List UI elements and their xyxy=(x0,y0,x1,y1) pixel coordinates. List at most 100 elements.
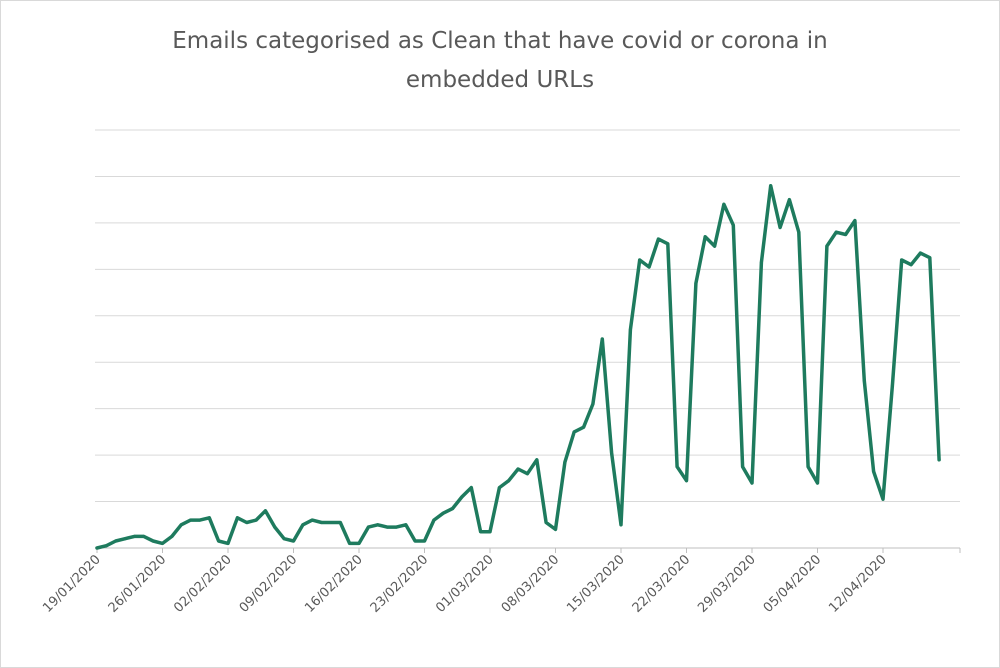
data-point xyxy=(198,518,202,522)
series-line xyxy=(95,183,941,550)
data-point xyxy=(769,184,773,188)
data-point xyxy=(582,425,586,429)
x-tick-label: 22/03/2020 xyxy=(630,552,694,616)
data-point xyxy=(348,541,352,545)
data-point xyxy=(628,328,632,332)
data-point xyxy=(132,534,136,538)
data-point xyxy=(610,451,614,455)
data-point xyxy=(245,521,249,524)
data-point xyxy=(741,465,745,469)
data-point xyxy=(189,518,193,522)
data-point xyxy=(797,230,801,234)
data-point xyxy=(179,523,183,527)
data-point xyxy=(282,537,286,541)
data-point xyxy=(572,430,576,434)
data-point xyxy=(928,256,932,260)
x-tick-labels: 19/01/2020 26/01/2020 02/02/2020 09/02/2020… xyxy=(40,552,890,616)
x-tick-label: 08/03/2020 xyxy=(499,552,563,616)
data-point xyxy=(731,223,735,227)
data-point xyxy=(95,546,99,550)
data-point xyxy=(320,521,324,524)
data-point xyxy=(263,509,267,513)
x-tick-label: 01/03/2020 xyxy=(433,552,497,616)
data-point xyxy=(535,458,539,462)
data-point xyxy=(525,472,529,476)
data-point xyxy=(104,544,108,548)
series-group xyxy=(95,183,941,550)
data-point xyxy=(937,458,941,462)
data-point xyxy=(722,202,726,206)
data-point xyxy=(292,539,295,543)
data-point xyxy=(142,534,146,538)
data-point xyxy=(694,281,698,285)
data-point xyxy=(226,541,230,545)
data-point xyxy=(479,530,483,534)
data-point xyxy=(423,539,426,543)
data-point xyxy=(516,467,520,471)
data-point xyxy=(329,521,333,524)
data-point xyxy=(918,251,922,255)
data-point xyxy=(394,525,398,529)
gridlines xyxy=(95,129,960,503)
data-point xyxy=(207,516,211,520)
data-point xyxy=(441,511,445,515)
x-tick-label: 23/02/2020 xyxy=(368,552,432,616)
data-point xyxy=(301,523,305,527)
data-point xyxy=(881,497,885,501)
data-point xyxy=(890,383,894,387)
data-point xyxy=(488,530,492,534)
data-point xyxy=(853,219,857,223)
data-point xyxy=(656,237,660,241)
x-tick-label: 09/02/2020 xyxy=(237,552,301,616)
data-point xyxy=(787,198,791,202)
data-point xyxy=(376,523,380,527)
data-point xyxy=(404,523,408,527)
chart-title-line-1: Emails categorised as Clean that have co… xyxy=(172,28,828,54)
x-tick-label: 16/02/2020 xyxy=(302,552,366,616)
data-point xyxy=(647,265,651,269)
chart-title-line-2: embedded URLs xyxy=(405,67,595,93)
data-point xyxy=(563,460,567,464)
x-tick-label: 26/01/2020 xyxy=(106,552,170,616)
data-point xyxy=(123,537,127,541)
x-tick-label: 12/04/2020 xyxy=(826,552,890,616)
x-tick-label: 19/01/2020 xyxy=(40,552,104,616)
x-tick-label: 02/02/2020 xyxy=(171,552,235,616)
data-point xyxy=(703,235,707,239)
data-point xyxy=(900,258,904,262)
data-point xyxy=(460,495,464,499)
data-point xyxy=(778,226,782,229)
data-point xyxy=(151,539,155,543)
data-point xyxy=(366,525,370,529)
data-point xyxy=(554,527,557,531)
x-tick-label: 15/03/2020 xyxy=(564,552,628,616)
data-point xyxy=(862,379,866,383)
data-point xyxy=(507,479,511,483)
data-point xyxy=(713,244,717,248)
data-point xyxy=(469,486,473,490)
data-point xyxy=(161,541,164,545)
chart-title: Emails categorised as Clean that have co… xyxy=(0,22,1000,100)
data-point xyxy=(619,523,623,527)
data-point xyxy=(451,507,455,510)
data-point xyxy=(600,337,604,341)
data-point xyxy=(544,521,548,524)
data-point xyxy=(497,486,501,490)
x-axis xyxy=(95,547,961,553)
data-point xyxy=(825,244,829,248)
data-point xyxy=(385,525,389,529)
data-point xyxy=(338,521,342,524)
data-point xyxy=(217,539,221,543)
data-point xyxy=(170,534,174,538)
data-point xyxy=(750,481,754,485)
data-point xyxy=(834,230,838,234)
x-tick-label: 29/03/2020 xyxy=(695,552,759,616)
data-point xyxy=(685,479,688,483)
data-point xyxy=(666,242,670,246)
data-point xyxy=(413,539,417,543)
x-tick-label: 05/04/2020 xyxy=(761,552,825,616)
data-point xyxy=(806,465,810,469)
data-point xyxy=(432,518,436,522)
